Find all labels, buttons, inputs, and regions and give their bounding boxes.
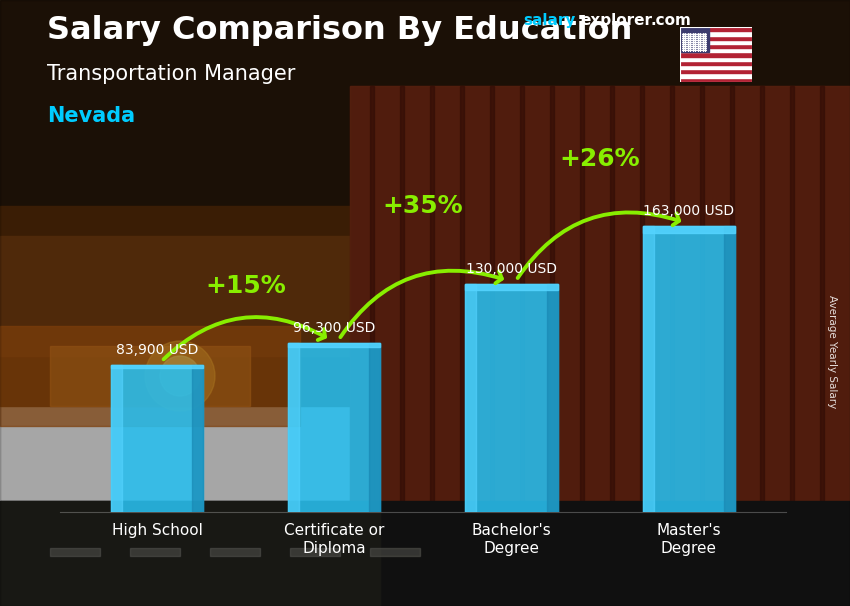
Bar <box>643 226 735 233</box>
Bar <box>0 206 500 406</box>
Text: explorer: explorer <box>581 13 653 28</box>
Text: Salary Comparison By Education: Salary Comparison By Education <box>47 15 632 46</box>
Bar <box>130 548 180 556</box>
Bar <box>680 56 752 61</box>
Bar <box>350 86 850 516</box>
Bar <box>643 226 735 512</box>
Bar <box>680 27 752 32</box>
Bar <box>724 226 735 512</box>
Text: salary: salary <box>523 13 575 28</box>
Bar <box>110 365 203 512</box>
Bar <box>610 86 614 516</box>
Bar <box>520 86 524 516</box>
Bar <box>680 32 752 36</box>
Bar <box>643 226 654 512</box>
Text: .com: .com <box>650 13 691 28</box>
Bar <box>400 86 404 516</box>
Bar <box>430 86 434 516</box>
Bar <box>490 86 494 516</box>
Bar <box>680 53 752 56</box>
Bar <box>369 343 380 512</box>
Bar <box>580 86 584 516</box>
Text: +15%: +15% <box>205 275 286 298</box>
Bar <box>0 501 380 606</box>
Bar <box>790 86 794 516</box>
Bar <box>110 365 203 368</box>
Bar <box>680 27 709 53</box>
Bar <box>700 86 704 516</box>
Bar <box>680 78 752 82</box>
Bar <box>290 548 340 556</box>
Text: 163,000 USD: 163,000 USD <box>643 204 734 218</box>
Bar <box>0 501 850 606</box>
Bar <box>350 86 850 516</box>
Circle shape <box>145 341 215 411</box>
Bar <box>288 343 380 512</box>
Bar <box>550 86 554 516</box>
Bar <box>0 236 400 356</box>
Bar <box>370 548 420 556</box>
Bar <box>670 86 674 516</box>
Bar <box>680 73 752 78</box>
Bar <box>466 284 558 512</box>
Text: 130,000 USD: 130,000 USD <box>466 262 557 276</box>
Bar <box>680 44 752 48</box>
Bar <box>760 86 764 516</box>
Bar <box>0 0 850 306</box>
Bar <box>730 86 734 516</box>
Bar <box>680 61 752 65</box>
Bar <box>680 69 752 73</box>
Bar <box>680 36 752 40</box>
Bar <box>466 284 558 290</box>
Bar <box>680 65 752 69</box>
Bar <box>192 365 203 512</box>
Text: Transportation Manager: Transportation Manager <box>47 64 295 84</box>
Bar <box>0 326 300 426</box>
Text: +26%: +26% <box>560 147 640 171</box>
Bar <box>820 86 824 516</box>
Bar <box>680 48 752 53</box>
Bar <box>466 284 477 512</box>
Bar <box>210 548 260 556</box>
Bar <box>640 86 644 516</box>
Circle shape <box>160 356 200 396</box>
Bar <box>460 86 464 516</box>
Bar <box>50 346 250 406</box>
Bar <box>50 548 100 556</box>
Text: Nevada: Nevada <box>47 106 135 126</box>
Text: +35%: +35% <box>382 194 463 218</box>
Bar <box>680 40 752 44</box>
Text: Average Yearly Salary: Average Yearly Salary <box>827 295 837 408</box>
Bar <box>288 343 299 512</box>
Bar <box>288 343 380 347</box>
Text: 96,300 USD: 96,300 USD <box>293 321 376 335</box>
Bar <box>370 86 374 516</box>
Bar <box>110 365 122 512</box>
Text: 83,900 USD: 83,900 USD <box>116 343 198 357</box>
Bar <box>547 284 558 512</box>
